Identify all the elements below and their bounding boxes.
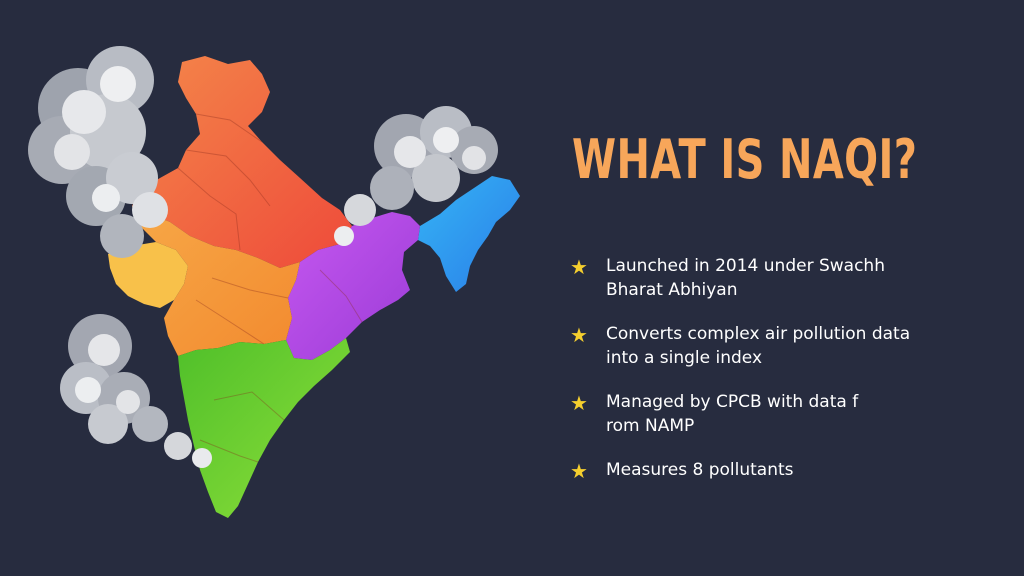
bullet-item: ★ Launched in 2014 under Swachh Bharat A… — [570, 254, 1010, 302]
bullet-text: Measures 8 pollutants — [606, 460, 794, 480]
slide-title: WHAT IS NAQI? — [572, 128, 918, 191]
bullet-text: Managed by CPCB with data f rom NAMP — [606, 392, 859, 436]
star-icon: ★ — [570, 459, 588, 483]
map-region-east — [286, 212, 420, 360]
smoke-cloud-topleft — [28, 46, 168, 258]
bullet-item: ★ Managed by CPCB with data f rom NAMP — [570, 390, 1010, 438]
bullet-text: Launched in 2014 under Swachh Bharat Abh… — [606, 256, 885, 300]
map-region-northeast — [418, 176, 520, 292]
map-region-north — [132, 56, 352, 268]
map-region-south — [178, 338, 350, 518]
smoke-cloud-topright — [334, 106, 498, 246]
bullet-item: ★ Measures 8 pollutants — [570, 458, 1010, 483]
smoke-cloud-bottomleft — [60, 314, 212, 468]
bullet-text: Converts complex air pollution data into… — [606, 324, 911, 368]
state-borders — [177, 113, 363, 463]
star-icon: ★ — [570, 255, 588, 279]
india-map-illustration — [28, 46, 520, 518]
bullet-list: ★ Launched in 2014 under Swachh Bharat A… — [570, 254, 1010, 502]
bullet-item: ★ Converts complex air pollution data in… — [570, 322, 1010, 370]
map-region-central — [132, 206, 300, 356]
star-icon: ★ — [570, 391, 588, 415]
star-icon: ★ — [570, 323, 588, 347]
map-region-west — [108, 242, 188, 308]
